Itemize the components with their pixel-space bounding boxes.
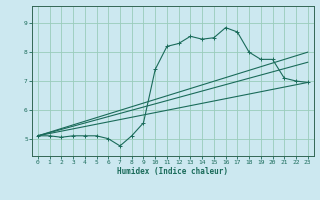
X-axis label: Humidex (Indice chaleur): Humidex (Indice chaleur) <box>117 167 228 176</box>
